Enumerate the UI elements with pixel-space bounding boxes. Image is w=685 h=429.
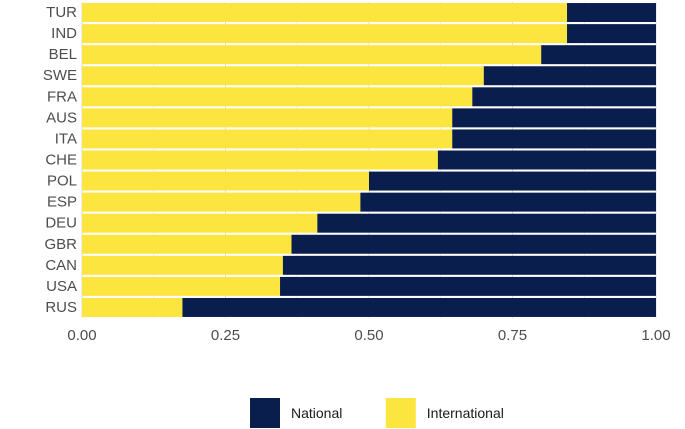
y-tick-label: IND	[51, 25, 77, 42]
bar-international-tur	[82, 3, 568, 23]
y-tick-label: CHE	[45, 152, 77, 169]
bar-national-deu	[317, 213, 656, 233]
bar-international-deu	[82, 213, 318, 233]
x-tick-label: 0.00	[67, 327, 96, 344]
bar-national-che	[437, 150, 656, 170]
bar-national-gbr	[291, 234, 656, 254]
bar-international-pol	[82, 171, 369, 191]
bars	[82, 3, 656, 317]
legend: National International	[250, 398, 504, 428]
x-tick-label: 0.25	[211, 327, 240, 344]
y-tick-label: FRA	[47, 88, 77, 105]
bar-national-ind	[567, 24, 656, 44]
bar-national-rus	[182, 297, 656, 317]
bar-national-tur	[567, 3, 656, 23]
y-tick-label: USA	[46, 278, 77, 295]
legend-label-national: National	[291, 405, 342, 421]
bar-international-fra	[82, 87, 473, 107]
bar-national-usa	[280, 276, 656, 296]
bar-national-swe	[483, 66, 656, 86]
bar-international-ind	[82, 24, 568, 44]
y-tick-label: TUR	[46, 4, 77, 21]
x-tick-label: 0.50	[354, 327, 383, 344]
legend-label-international: International	[427, 405, 504, 421]
y-tick-label: DEU	[45, 215, 77, 232]
bar-national-bel	[541, 45, 656, 65]
bar-national-ita	[452, 129, 656, 149]
bar-national-pol	[369, 171, 656, 191]
y-tick-label: AUS	[46, 109, 77, 126]
bar-national-aus	[452, 108, 656, 128]
y-tick-label: GBR	[44, 236, 77, 253]
bar-international-esp	[82, 192, 361, 212]
y-tick-label: BEL	[49, 46, 77, 63]
bar-international-usa	[82, 276, 281, 296]
legend-swatch-international	[385, 398, 416, 428]
bar-international-swe	[82, 66, 484, 86]
x-axis-labels: 0.00 0.25 0.50 0.75 1.00	[67, 327, 670, 344]
y-tick-label: ESP	[47, 194, 77, 211]
bar-international-gbr	[82, 234, 292, 254]
bar-international-bel	[82, 45, 542, 65]
bar-international-aus	[82, 108, 453, 128]
bar-international-ita	[82, 129, 453, 149]
x-tick-label: 1.00	[641, 327, 670, 344]
bar-international-rus	[82, 297, 183, 317]
legend-swatch-national	[250, 398, 280, 428]
y-axis-labels: TUR IND BEL SWE FRA AUS ITA CHE POL ESP DEU GBR CAN U…	[43, 4, 77, 316]
bar-national-can	[282, 255, 656, 275]
bar-international-che	[82, 150, 438, 170]
bar-international-can	[82, 255, 283, 275]
y-tick-label: RUS	[45, 299, 77, 316]
y-tick-label: POL	[47, 173, 77, 190]
bar-national-fra	[472, 87, 656, 107]
y-tick-label: CAN	[45, 257, 77, 274]
bar-national-esp	[360, 192, 656, 212]
x-tick-label: 0.75	[498, 327, 527, 344]
y-tick-label: SWE	[43, 67, 77, 84]
y-tick-label: ITA	[55, 130, 77, 147]
